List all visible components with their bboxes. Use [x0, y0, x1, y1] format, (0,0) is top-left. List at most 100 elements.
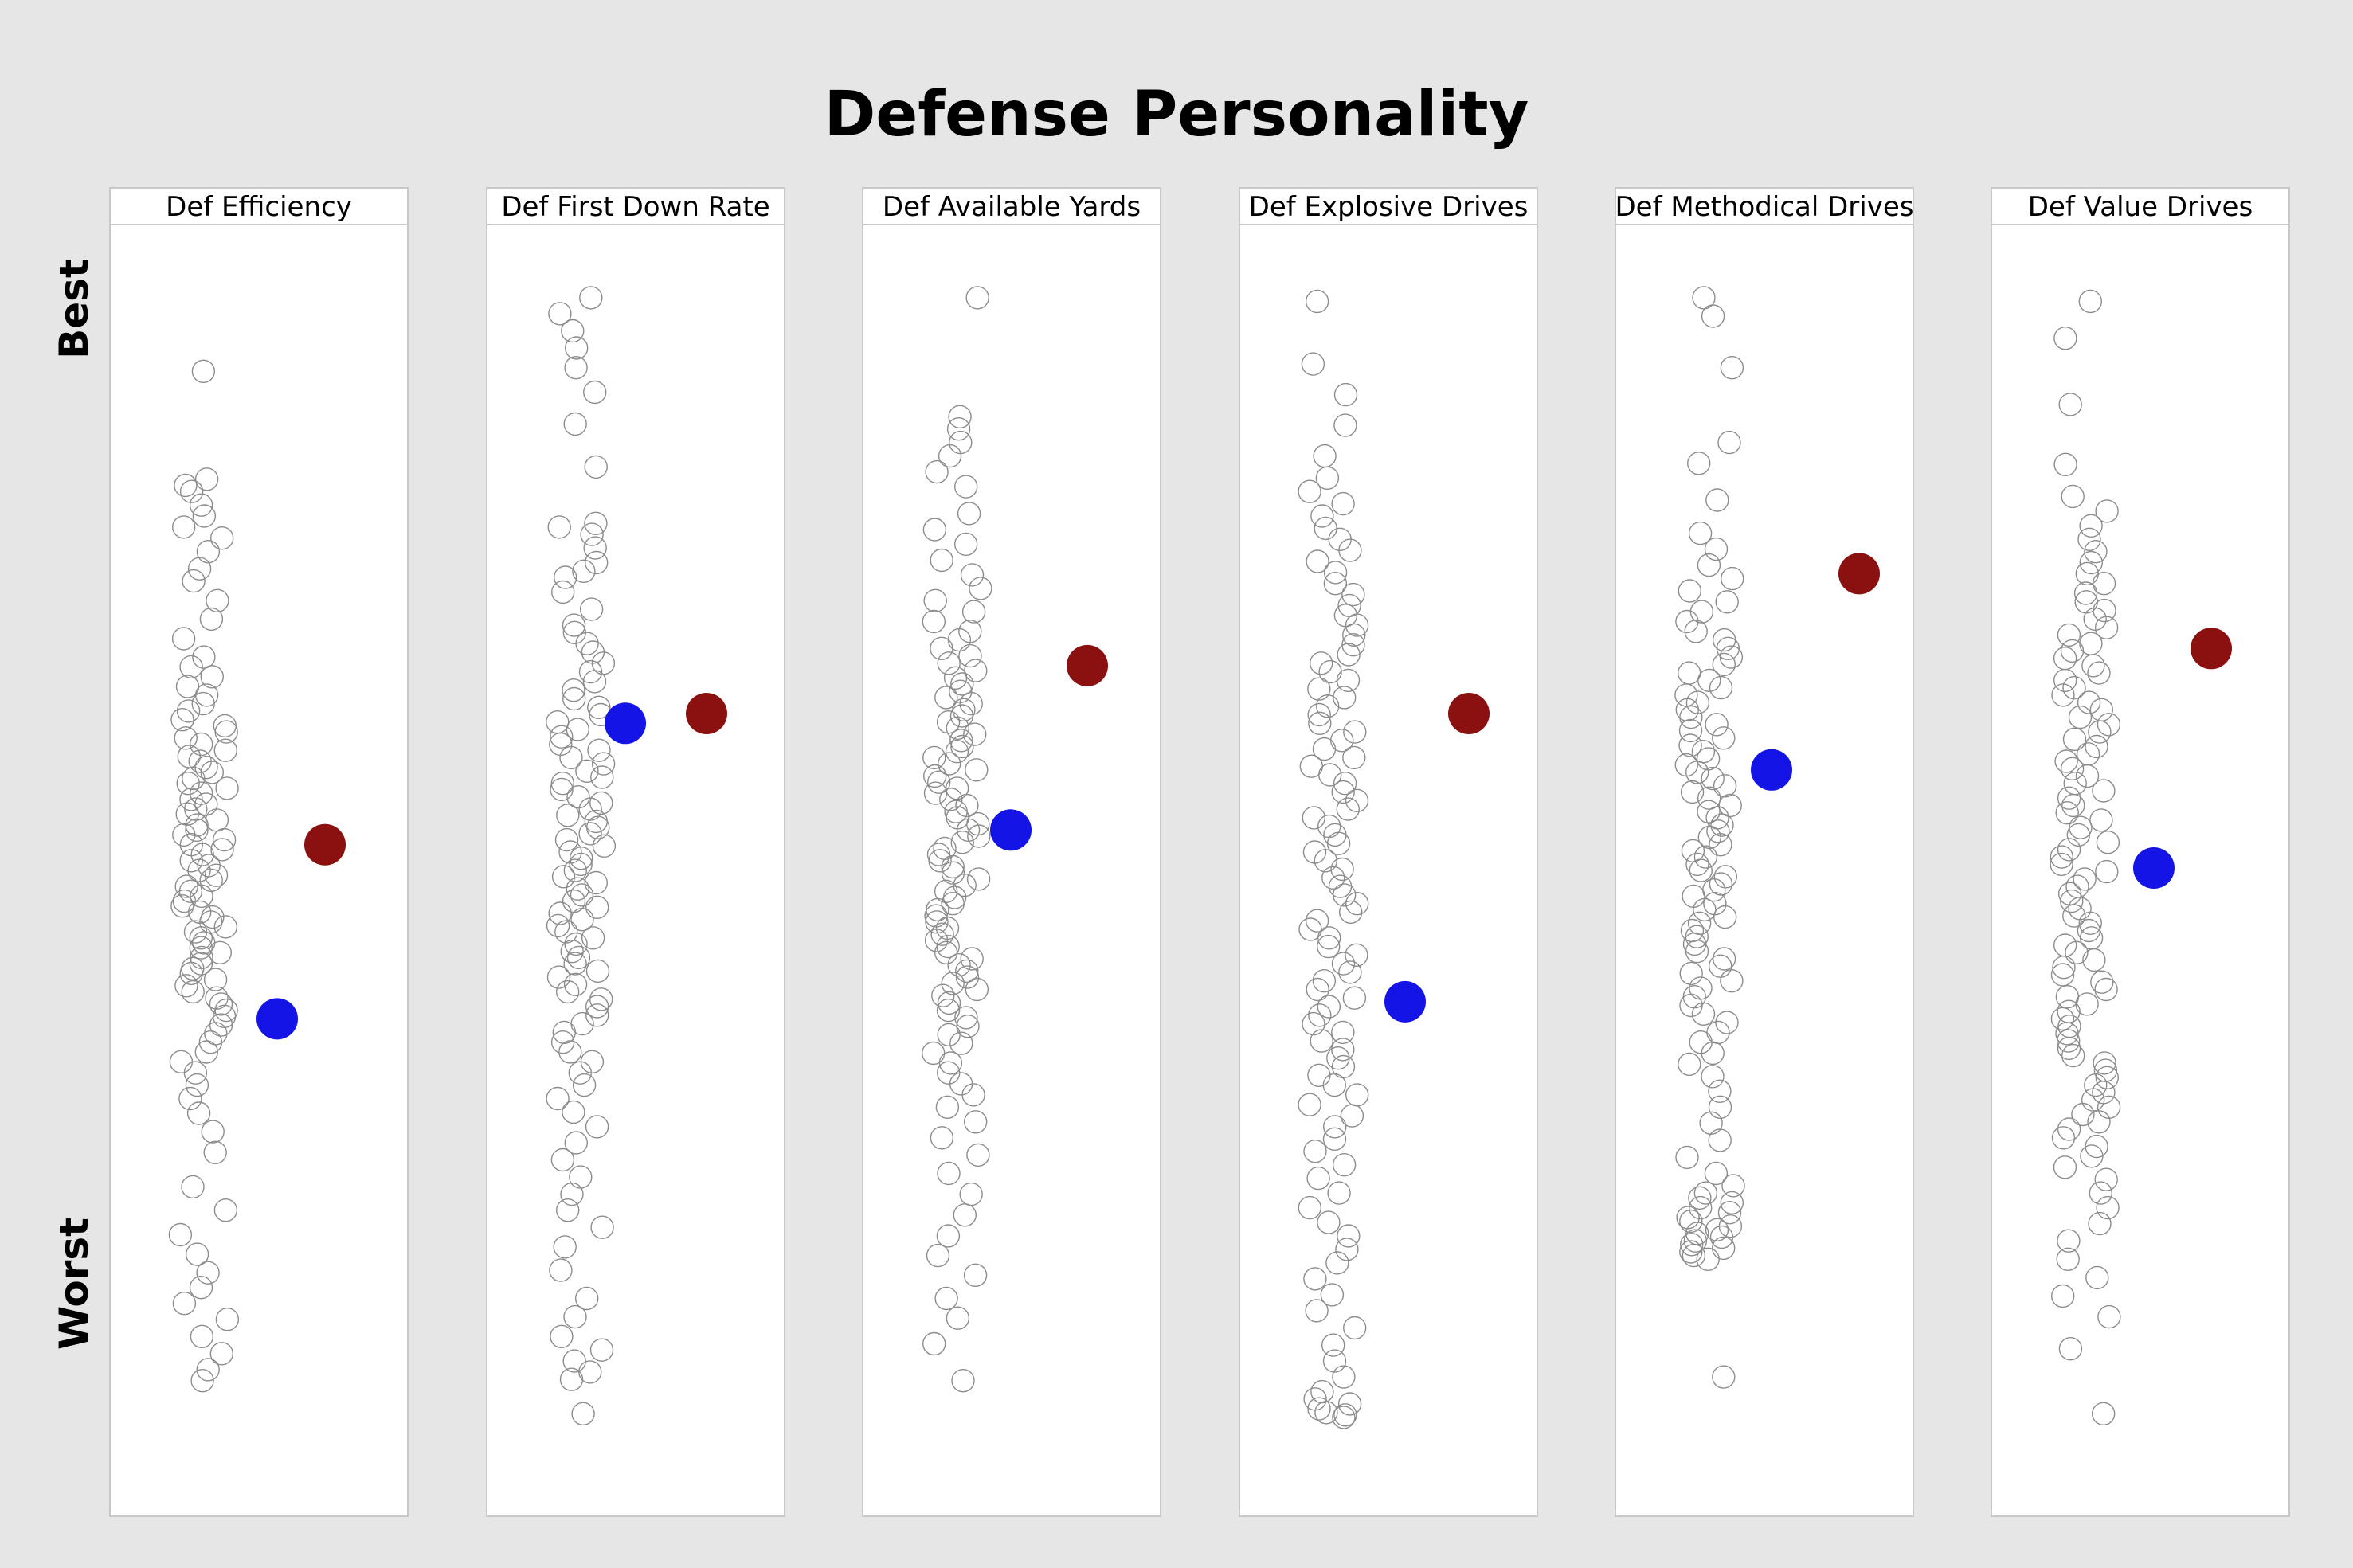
league-point [926, 770, 951, 794]
league-point [2057, 623, 2081, 647]
league-point [2058, 393, 2082, 416]
league-point [2083, 607, 2107, 632]
league-point [554, 827, 579, 852]
league-point [1322, 1127, 1347, 1152]
league-point [963, 1263, 988, 1288]
league-point [553, 1235, 577, 1259]
league-point [960, 947, 984, 971]
league-point [1705, 713, 1729, 737]
league-point [1708, 1095, 1732, 1120]
league-point [2084, 540, 2108, 564]
league-point [206, 588, 229, 612]
league-point [2050, 852, 2073, 877]
league-point [1341, 582, 1365, 607]
league-point [586, 815, 610, 839]
league-point [172, 823, 196, 847]
league-point [1719, 645, 1744, 669]
league-point [179, 788, 203, 811]
league-point [2055, 801, 2079, 825]
league-point [583, 380, 607, 405]
league-point [2060, 889, 2084, 913]
league-point [2077, 690, 2101, 714]
league-point [1697, 668, 1721, 693]
league-point [2057, 1229, 2081, 1253]
best-label: Best [51, 259, 97, 359]
league-point [191, 359, 216, 383]
league-point [2094, 1167, 2118, 1191]
league-point [1679, 961, 1703, 986]
league-point [1693, 1181, 1718, 1205]
league-point [569, 852, 593, 877]
league-point [1679, 1209, 1703, 1234]
league-point [1692, 286, 1716, 310]
league-point [2053, 327, 2077, 350]
league-point [1675, 609, 1699, 634]
league-point [1701, 304, 1725, 328]
league-point [1688, 1186, 1712, 1210]
league-point [213, 915, 237, 939]
league-point [941, 891, 965, 916]
panel-frame [486, 187, 785, 1517]
league-point [1684, 620, 1708, 643]
league-point [174, 874, 198, 898]
league-point [2062, 904, 2086, 928]
league-point [1345, 788, 1369, 812]
league-point [1298, 479, 1321, 503]
league-point [1678, 733, 1702, 757]
league-point [2079, 514, 2103, 538]
panels-group: Def Efficiency Def First Down Rate Def Ava… [109, 187, 2290, 1517]
league-point [1720, 566, 1744, 591]
league-point [2065, 940, 2089, 965]
league-point [552, 1020, 576, 1045]
league-point [1704, 537, 1729, 561]
league-point [941, 972, 965, 995]
league-point [1303, 1267, 1327, 1291]
league-point [936, 1224, 961, 1248]
league-point [562, 1349, 586, 1373]
league-point [1298, 1093, 1321, 1116]
league-point [183, 1061, 208, 1085]
league-point [551, 865, 576, 889]
league-point [563, 412, 587, 436]
league-point [2055, 1022, 2079, 1046]
league-point [566, 785, 590, 809]
league-point [2058, 1336, 2083, 1361]
league-point [194, 1040, 218, 1064]
league-point [922, 745, 946, 770]
league-point [1322, 1073, 1347, 1097]
league-point [926, 1243, 950, 1268]
league-point [585, 1115, 609, 1139]
league-point [571, 1402, 595, 1426]
league-point [194, 467, 219, 491]
league-point [189, 952, 213, 976]
league-point [949, 704, 974, 728]
league-point [930, 636, 953, 660]
league-point [196, 1261, 220, 1285]
league-point [1332, 686, 1357, 710]
league-point [554, 920, 578, 944]
league-point [1720, 356, 1744, 380]
league-point [1337, 643, 1361, 667]
league-point [937, 991, 961, 1015]
league-point [1676, 1206, 1700, 1230]
league-point [2078, 289, 2103, 314]
league-point [549, 1258, 573, 1282]
league-point [1331, 491, 1355, 516]
league-point [1715, 1011, 1739, 1034]
league-point [1308, 711, 1332, 735]
league-point [953, 532, 978, 557]
league-point [1321, 1333, 1345, 1357]
league-point [1685, 761, 1709, 784]
league-point [2053, 452, 2077, 476]
league-point [583, 536, 607, 560]
league-point [2073, 867, 2097, 891]
league-point [570, 907, 594, 932]
league-point [1331, 952, 1356, 976]
league-point [578, 659, 603, 684]
league-point [1310, 504, 1334, 528]
league-point [2062, 727, 2087, 751]
panel-frame [1991, 187, 2290, 1517]
league-point [591, 752, 616, 776]
chart-title: Defense Personality [824, 79, 1529, 151]
league-point [2054, 749, 2078, 773]
